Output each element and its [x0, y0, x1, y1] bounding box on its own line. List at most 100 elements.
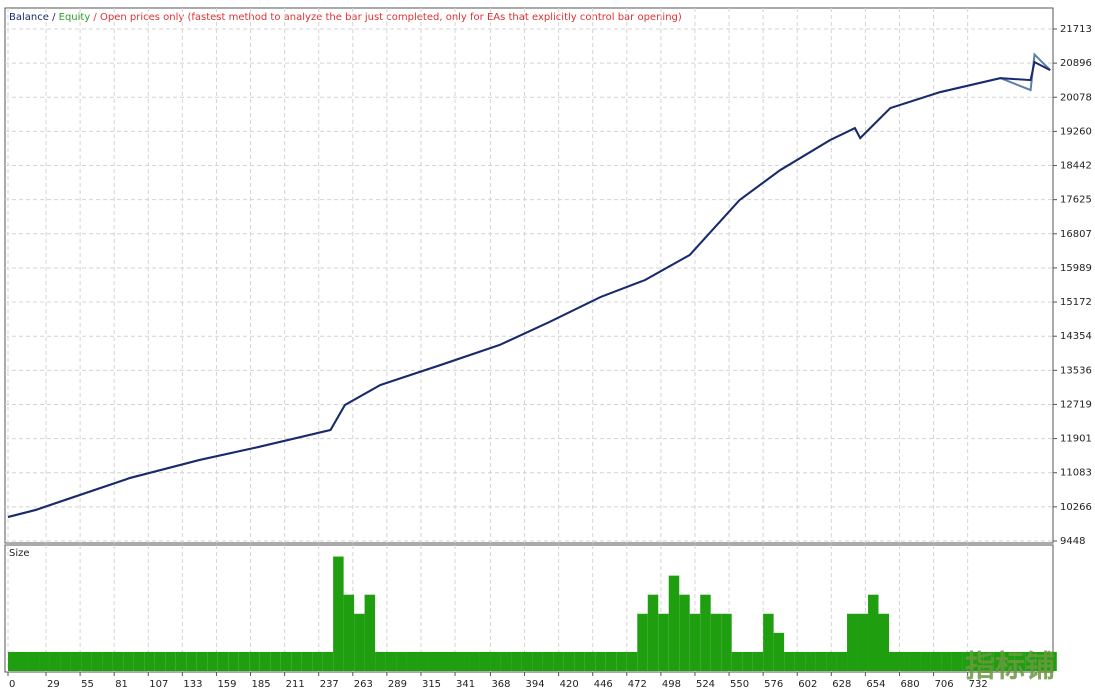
size-bar	[123, 651, 134, 671]
size-bar	[175, 651, 187, 671]
x-tick-label: 394	[526, 679, 545, 690]
size-bar	[511, 651, 522, 671]
x-tick-label: 289	[388, 679, 407, 690]
size-bar	[154, 651, 166, 671]
size-bar	[773, 632, 785, 671]
size-bar	[899, 651, 910, 671]
size-bar	[532, 651, 543, 671]
size-bar	[972, 651, 984, 671]
size-bar	[888, 651, 900, 671]
size-bar	[836, 651, 848, 671]
size-bar	[815, 651, 827, 671]
size-bar	[542, 651, 554, 671]
x-tick-label: 315	[422, 679, 441, 690]
size-bar	[605, 651, 617, 671]
size-bar	[8, 651, 19, 671]
size-bar	[784, 651, 795, 671]
x-tick-label: 602	[798, 679, 817, 690]
size-bar	[763, 613, 774, 671]
size-bar	[962, 651, 973, 671]
size-bar	[364, 594, 376, 671]
y-tick-label: 12719	[1060, 399, 1092, 410]
x-tick-label: 81	[115, 679, 128, 690]
y-tick-label: 13536	[1060, 365, 1092, 376]
size-bar	[574, 651, 585, 671]
x-tick-label: 133	[183, 679, 202, 690]
size-bar	[563, 651, 575, 671]
y-tick-label: 20078	[1060, 92, 1092, 103]
size-bar	[60, 651, 71, 671]
size-bar	[658, 613, 669, 671]
chart-title: Balance / Equity / Open prices only (fas…	[9, 12, 682, 23]
x-tick-label: 211	[286, 679, 305, 690]
size-bar	[406, 651, 418, 671]
size-bar	[438, 651, 449, 671]
x-tick-label: 237	[320, 679, 339, 690]
x-tick-label: 446	[594, 679, 613, 690]
size-bar	[805, 651, 816, 671]
title-part: /	[49, 12, 59, 23]
size-bar	[1046, 651, 1057, 671]
x-tick-label: 341	[456, 679, 475, 690]
size-bar	[385, 651, 397, 671]
size-bar	[479, 651, 491, 671]
size-bar	[49, 651, 61, 671]
y-tick-label: 15989	[1060, 263, 1092, 274]
size-bar	[847, 613, 858, 671]
y-tick-label: 11083	[1060, 468, 1092, 479]
title-part: Balance	[9, 12, 49, 23]
size-bar	[1014, 651, 1026, 671]
y-tick-label: 14354	[1060, 331, 1092, 342]
x-tick-label: 472	[628, 679, 647, 690]
x-tick-label: 498	[662, 679, 681, 690]
size-bar	[186, 651, 197, 671]
y-tick-label: 11901	[1060, 434, 1092, 445]
size-bar	[742, 651, 753, 671]
size-bar	[553, 651, 564, 671]
size-bar	[637, 613, 648, 671]
size-bar	[941, 651, 952, 671]
size-bar	[584, 651, 596, 671]
y-tick-label: 21713	[1060, 24, 1092, 35]
size-bar	[752, 651, 764, 671]
size-bar	[647, 594, 659, 671]
size-bar	[794, 651, 806, 671]
size-bar	[196, 651, 208, 671]
size-bar	[595, 651, 606, 671]
size-bar	[731, 651, 743, 671]
size-bar	[878, 613, 889, 671]
size-bar	[993, 651, 1005, 671]
size-bar	[710, 613, 722, 671]
size-bar	[396, 651, 407, 671]
size-bar	[930, 651, 942, 671]
size-bar	[301, 651, 313, 671]
size-bar	[616, 651, 627, 671]
size-bar	[207, 651, 218, 671]
y-tick-label: 10266	[1060, 502, 1092, 513]
size-bar	[217, 651, 229, 671]
x-tick-label: 706	[935, 679, 954, 690]
size-bar	[354, 613, 365, 671]
size-bar	[270, 651, 281, 671]
size-bar	[458, 651, 470, 671]
size-bar	[857, 613, 869, 671]
size-bar	[909, 651, 921, 671]
size-bar	[228, 651, 239, 671]
size-bar	[70, 651, 82, 671]
size-bar	[469, 651, 480, 671]
title-part: / Open prices only (fastest method to an…	[90, 12, 682, 23]
x-tick-label: 55	[81, 679, 94, 690]
x-tick-label: 0	[9, 679, 15, 690]
size-bar	[238, 651, 250, 671]
x-tick-label: 550	[730, 679, 749, 690]
size-title: Size	[9, 548, 30, 559]
x-tick-label: 263	[354, 679, 373, 690]
size-bar	[920, 651, 931, 671]
size-bar	[826, 651, 837, 671]
x-tick-label: 524	[696, 679, 715, 690]
size-bar	[322, 651, 334, 671]
y-tick-label: 20896	[1060, 58, 1092, 69]
size-bar	[39, 651, 50, 671]
size-bar	[721, 613, 732, 671]
